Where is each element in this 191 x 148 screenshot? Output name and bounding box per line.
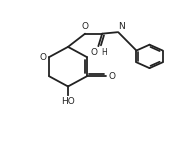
Text: O: O bbox=[82, 22, 89, 32]
Text: O: O bbox=[90, 48, 97, 57]
Text: H: H bbox=[101, 48, 107, 57]
Text: HO: HO bbox=[61, 97, 75, 106]
Text: N: N bbox=[118, 22, 125, 32]
Text: O: O bbox=[39, 53, 46, 62]
Text: O: O bbox=[108, 72, 115, 81]
